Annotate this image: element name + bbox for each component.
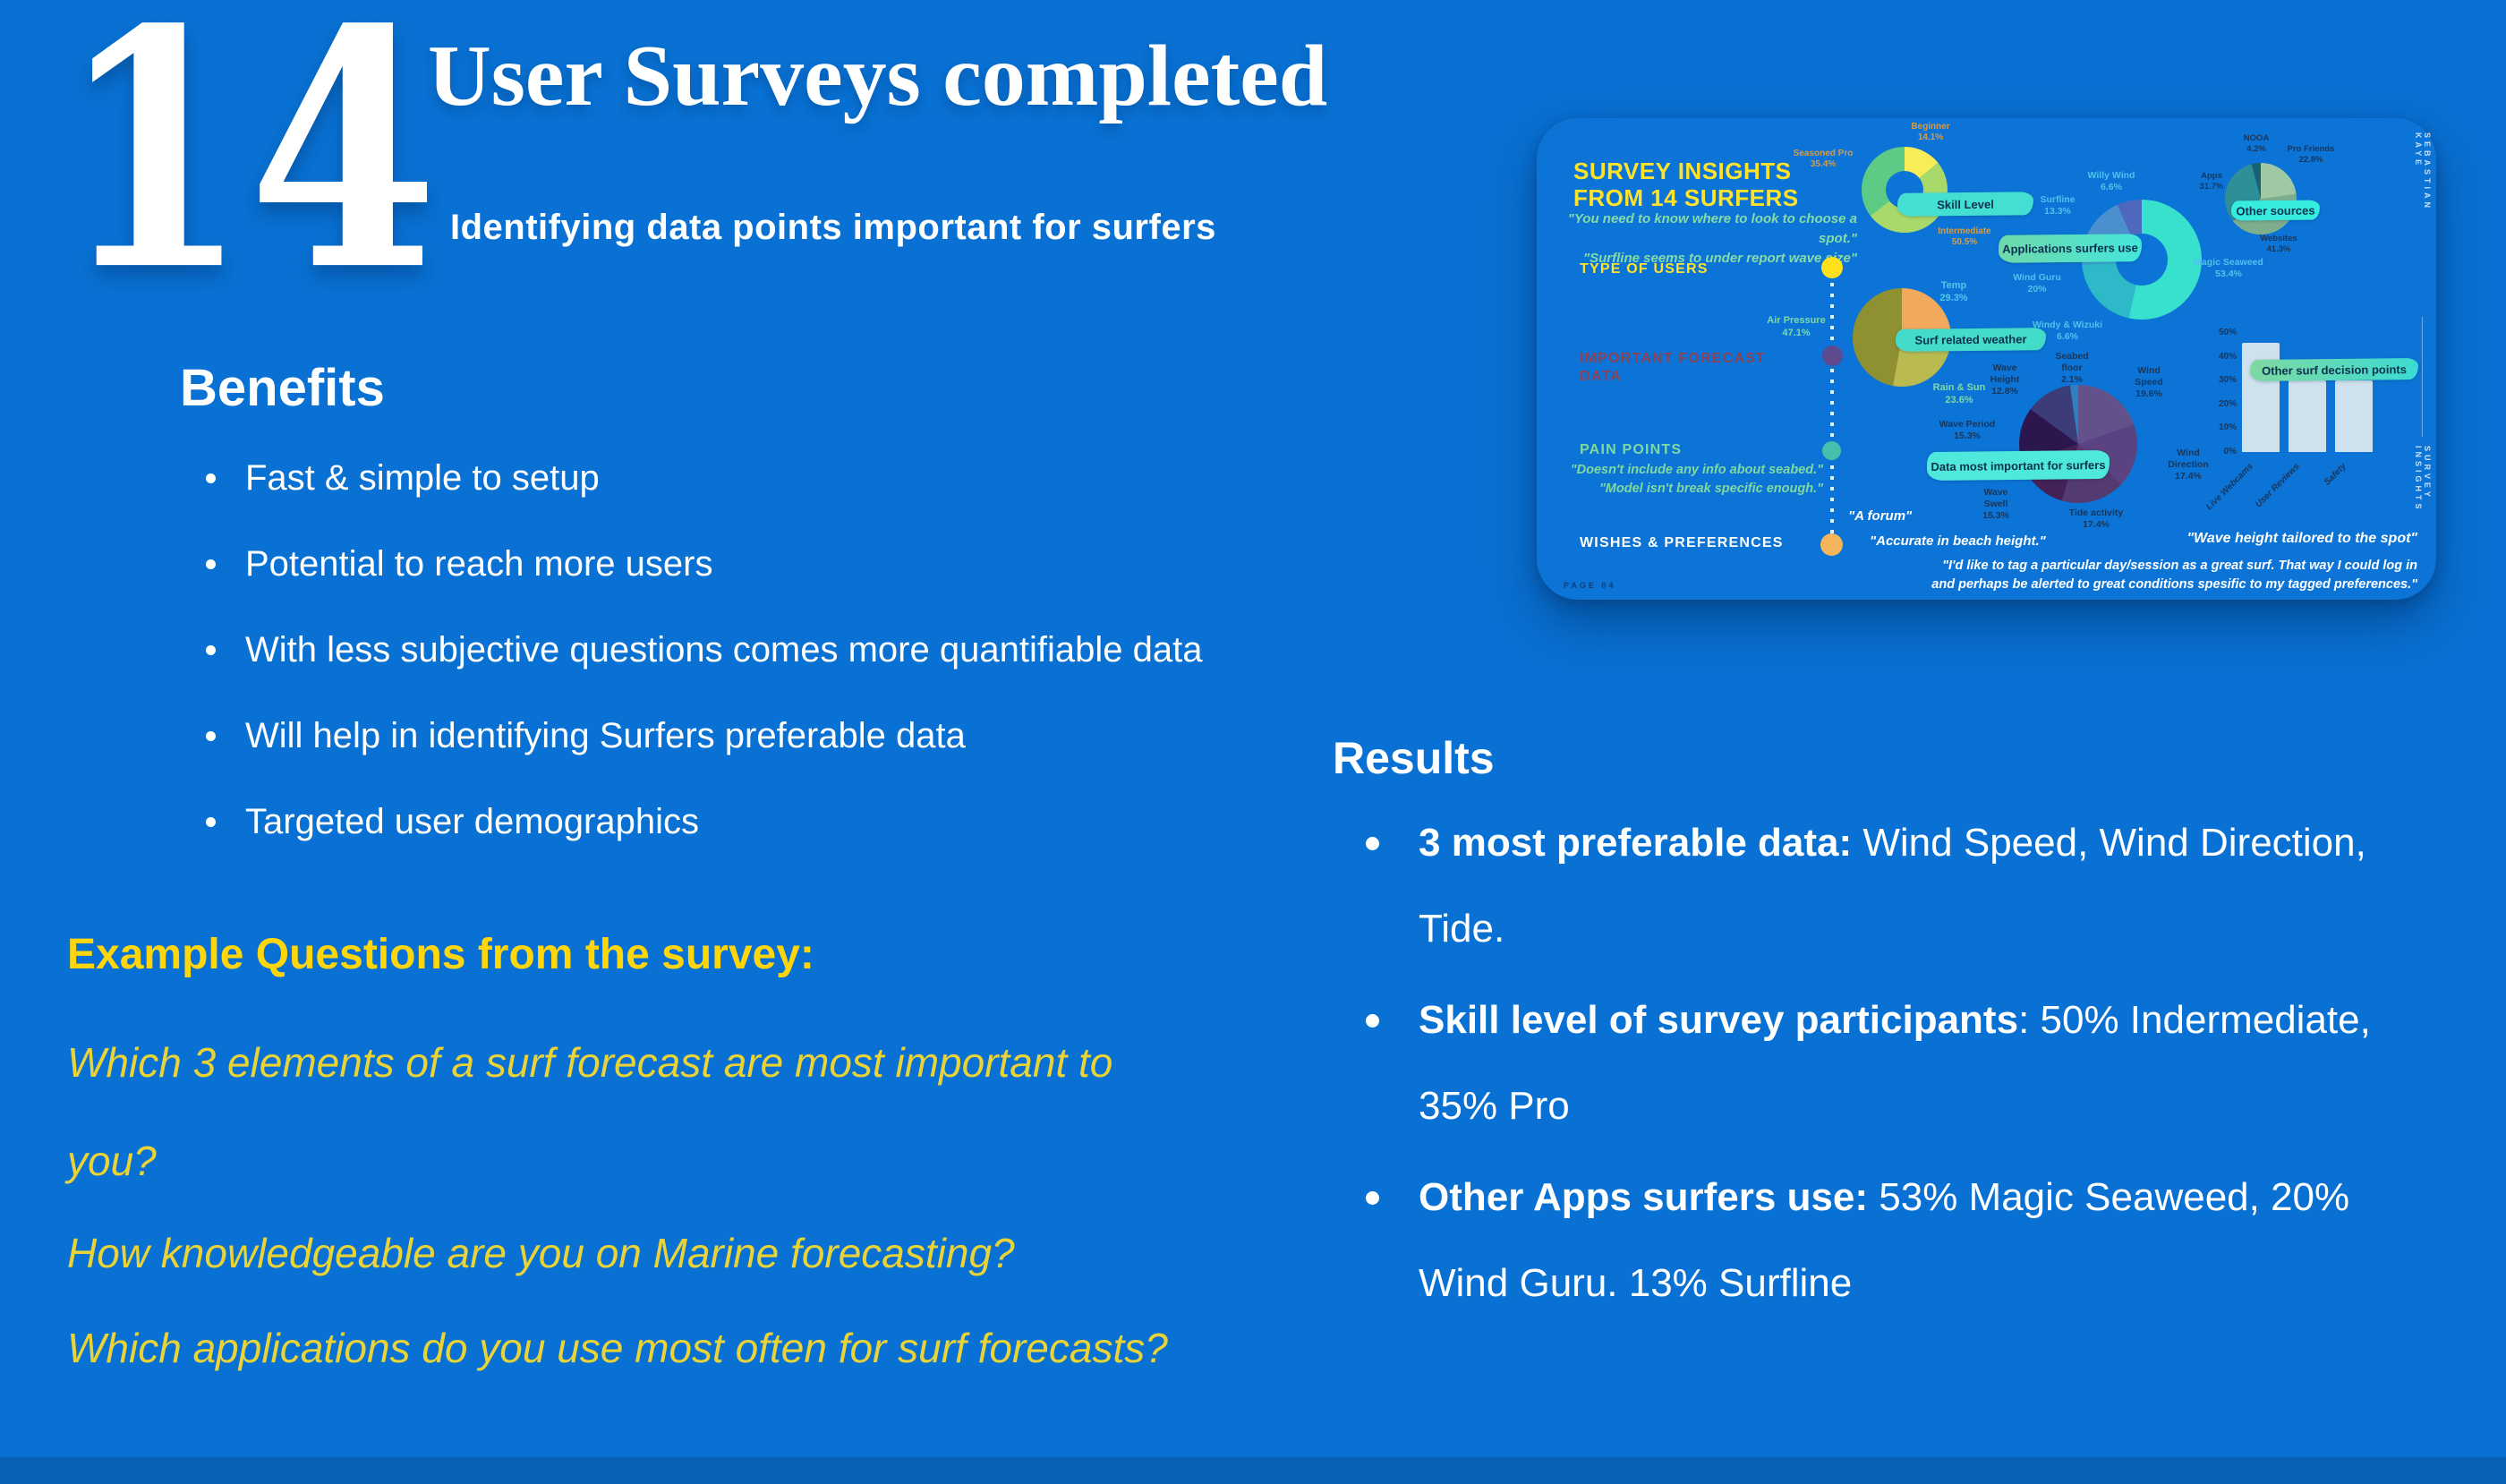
benefit-item: With less subjective questions comes mor… xyxy=(205,632,1202,668)
bar-ytick: 50% xyxy=(2218,328,2237,337)
chart-label-wind-speed: Wind Speed 19.6% xyxy=(2135,365,2163,399)
chart-label-air-pressure: Air Pressure 47.1% xyxy=(1767,315,1826,338)
page-number-label: PAGE 04 xyxy=(1564,581,1616,590)
chart-label-wave-height: Wave Height 12.8% xyxy=(1990,362,2020,397)
benefits-list: Fast & simple to setup Potential to reac… xyxy=(205,460,1202,890)
brush-label-surf-weather: Surf related weather xyxy=(1895,328,2047,352)
result-item: Skill level of survey participants: 50% … xyxy=(1366,977,2473,1149)
chart-label-surfline: Surfline 13.3% xyxy=(2040,194,2076,217)
survey-insights-infographic: SURVEY INSIGHTS FROM 14 SURFERS "You nee… xyxy=(1537,118,2436,600)
chart-label-temp: Temp 29.3% xyxy=(1939,280,1968,303)
chart-label-apps: Apps 31.7% xyxy=(2199,171,2224,192)
wish-quote-accurate: "Accurate in beach height." xyxy=(1870,533,2046,549)
timeline-dot-wishes xyxy=(1820,533,1843,556)
section-wishes-preferences: WISHES & PREFERENCES xyxy=(1580,535,1784,550)
chart-label-windy-wizuki: Windy & Wizuki 6.6% xyxy=(2033,320,2102,342)
wish-quote-tailored: "Wave height tailored to the spot" xyxy=(2186,531,2417,546)
infographic-quotes: "You need to know where to look to choos… xyxy=(1567,211,1857,266)
skill-level-donut-chart xyxy=(1862,147,1948,233)
bar-ytick: 10% xyxy=(2218,422,2237,432)
question-line: Which applications do you use most often… xyxy=(67,1325,1168,1371)
other-sources-pie-chart xyxy=(2225,163,2297,235)
section-important-forecast-data: IMPORTANT FORECAST DATA xyxy=(1580,351,1766,384)
chart-label-seabed-floor: Seabed floor 2.1% xyxy=(2055,351,2089,385)
benefit-item: Targeted user demographics xyxy=(205,804,1202,840)
benefit-item: Potential to reach more users xyxy=(205,546,1202,582)
chart-label-wind-direction: Wind Direction 17.4% xyxy=(2168,448,2209,482)
brush-label-important-data: Data most important for surfers xyxy=(1926,449,2110,482)
bar-ytick: 20% xyxy=(2218,399,2237,409)
brush-label-decision-points: Other surf decision points xyxy=(2249,358,2419,381)
chart-label-rain-sun: Rain & Sun 23.6% xyxy=(1932,382,1986,405)
bar-safety xyxy=(2335,380,2373,452)
chart-label-websites: Websites 41.3% xyxy=(2260,234,2297,254)
bar-user-reviews xyxy=(2289,380,2326,452)
chart-label-intermediate: Intermediate 50.5% xyxy=(1938,226,1991,247)
question-line: Which 3 elements of a surf forecast are … xyxy=(67,1039,1113,1086)
question-line: How knowledgeable are you on Marine fore… xyxy=(67,1230,1015,1276)
result-item: Other Apps surfers use: 53% Magic Seawee… xyxy=(1366,1155,2473,1326)
benefits-heading: Benefits xyxy=(180,359,385,417)
section-pain-points: PAIN POINTS xyxy=(1580,442,1683,457)
infographic-title: SURVEY INSIGHTS FROM 14 SURFERS xyxy=(1573,158,1799,211)
page-title: User Surveys completed xyxy=(428,28,1328,124)
chart-label-magic-seaweed: Magic Seaweed 53.4% xyxy=(2194,257,2263,279)
chart-label-willy-wind: Willy Wind 6.6% xyxy=(2087,170,2135,192)
results-list: 3 most preferable data: Wind Speed, Wind… xyxy=(1366,800,2473,1332)
brush-label-other-sources: Other sources xyxy=(2230,200,2321,221)
chart-label-wave-period: Wave Period 15.3% xyxy=(1939,419,1996,441)
timeline-dot-forecast-data xyxy=(1822,345,1843,366)
timeline-dot-type-of-users xyxy=(1821,257,1843,278)
chart-label-tide-activity: Tide activity 17.4% xyxy=(2068,507,2124,530)
author-vertical-text: SEBASTIAN KAYE xyxy=(2414,132,2432,212)
questions-heading: Example Questions from the survey: xyxy=(67,931,814,978)
chart-label-seasoned-pro: Seasoned Pro 35.4% xyxy=(1793,149,1854,169)
survey-count-number: 14 xyxy=(59,0,439,343)
section-type-of-users: TYPE OF USERS xyxy=(1580,261,1709,277)
important-data-pie-chart xyxy=(2019,385,2137,503)
chart-label-nooa: NOOA 4.2% xyxy=(2243,133,2270,154)
brush-label-applications: Applications surfers use xyxy=(1998,234,2143,263)
bar-ytick: 0% xyxy=(2223,447,2237,456)
page-subtitle: Identifying data points important for su… xyxy=(450,208,1216,247)
timeline-dotted-line xyxy=(1830,272,1834,541)
footer-vertical-text: SURVEY INSIGHTS xyxy=(2414,446,2432,513)
bottom-accent-bar xyxy=(0,1457,2506,1484)
timeline-dot-pain-points xyxy=(1822,441,1841,460)
benefit-item: Fast & simple to setup xyxy=(205,460,1202,496)
chart-label-pro-friends: Pro Friends 22.8% xyxy=(2287,144,2335,165)
wish-quote-tagging: "I'd like to tag a particular day/sessio… xyxy=(1931,559,2417,592)
pain-point-quotes: "Doesn't include any info about seabed."… xyxy=(1570,463,1823,496)
benefit-item: Will help in identifying Surfers prefera… xyxy=(205,718,1202,754)
brush-label-skill-level: Skill Level xyxy=(1897,192,2034,217)
result-item: 3 most preferable data: Wind Speed, Wind… xyxy=(1366,800,2473,972)
results-heading: Results xyxy=(1333,733,1495,783)
question-line: you? xyxy=(67,1138,157,1184)
vertical-divider-line xyxy=(2422,317,2423,437)
bar-ytick: 30% xyxy=(2218,375,2237,385)
chart-label-wave-swell: Wave Swell 15.3% xyxy=(1982,487,2009,521)
chart-label-wind-guru: Wind Guru 20% xyxy=(2013,272,2061,294)
wish-quote-forum: "A forum" xyxy=(1848,508,1913,524)
chart-label-beginner: Beginner 14.1% xyxy=(1911,122,1950,142)
decision-points-bar-chart xyxy=(2242,333,2373,452)
bar-ytick: 40% xyxy=(2218,352,2237,362)
